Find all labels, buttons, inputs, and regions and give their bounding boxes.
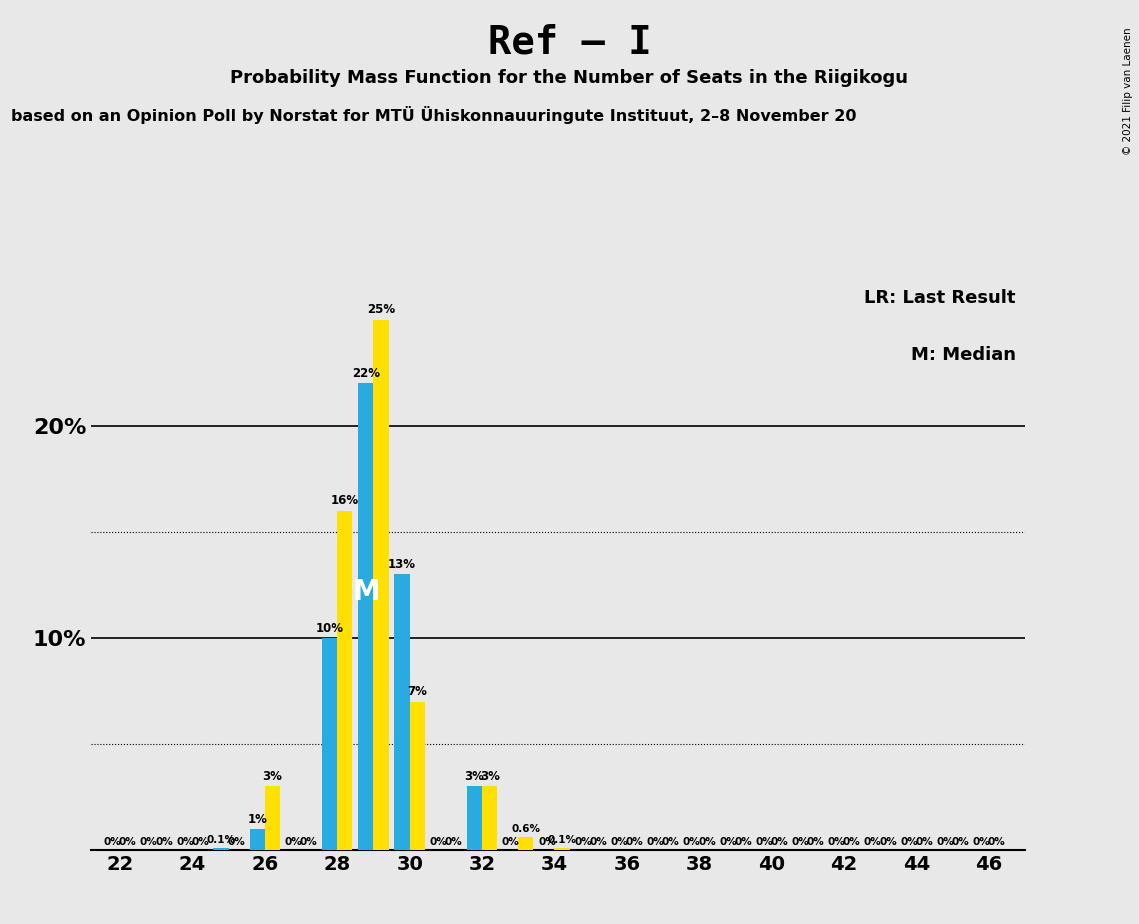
Text: 0%: 0% [879,837,896,847]
Text: 0%: 0% [140,837,157,847]
Text: 25%: 25% [367,303,395,316]
Text: 0%: 0% [988,837,1006,847]
Text: 0%: 0% [792,837,809,847]
Text: 0%: 0% [916,837,933,847]
Text: 3%: 3% [263,771,282,784]
Text: 0%: 0% [285,837,302,847]
Text: 0%: 0% [228,837,245,847]
Bar [337,511,352,850]
Text: 0%: 0% [611,837,629,847]
Bar [555,848,570,850]
Text: 0.1%: 0.1% [206,834,236,845]
Text: 0%: 0% [719,837,737,847]
Text: 10%: 10% [316,622,344,635]
Text: 16%: 16% [330,494,359,507]
Bar [374,320,388,850]
Text: 0%: 0% [429,837,448,847]
Text: 0%: 0% [538,837,556,847]
Text: 0%: 0% [973,837,990,847]
Bar [322,638,337,850]
Bar [467,786,482,850]
Text: 0%: 0% [502,837,519,847]
Text: 0%: 0% [177,837,194,847]
Text: 0%: 0% [647,837,664,847]
Text: 0%: 0% [155,837,173,847]
Text: Ref – I: Ref – I [487,23,652,61]
Text: 0%: 0% [191,837,208,847]
Text: 0.6%: 0.6% [511,824,540,834]
Text: 0%: 0% [300,837,318,847]
Text: 0%: 0% [828,837,845,847]
Text: 0%: 0% [118,837,137,847]
Text: 0%: 0% [444,837,462,847]
Text: 0%: 0% [843,837,861,847]
Text: M: M [352,578,379,606]
Text: 0%: 0% [770,837,788,847]
Text: 22%: 22% [352,367,380,380]
Text: 3%: 3% [465,771,484,784]
Text: 3%: 3% [480,771,500,784]
Text: 0.1%: 0.1% [548,834,576,845]
Text: LR: Last Result: LR: Last Result [865,288,1016,307]
Text: 1%: 1% [247,813,268,826]
Text: 13%: 13% [388,558,416,571]
Text: 0%: 0% [735,837,752,847]
Text: © 2021 Filip van Laenen: © 2021 Filip van Laenen [1123,28,1133,155]
Text: 0%: 0% [863,837,882,847]
Bar [518,837,533,850]
Bar [394,574,410,850]
Bar [410,701,425,850]
Text: 0%: 0% [104,837,122,847]
Text: 0%: 0% [806,837,825,847]
Text: 0%: 0% [589,837,607,847]
Bar [249,829,265,850]
Text: 0%: 0% [625,837,644,847]
Text: 0%: 0% [900,837,918,847]
Text: 0%: 0% [574,837,592,847]
Bar [482,786,498,850]
Text: 7%: 7% [408,686,427,699]
Text: 0%: 0% [682,837,700,847]
Bar [359,383,374,850]
Text: based on an Opinion Poll by Norstat for MTÜ Ühiskonnauuringute Instituut, 2–8 No: based on an Opinion Poll by Norstat for … [11,106,857,124]
Text: 0%: 0% [698,837,715,847]
Text: M: Median: M: Median [911,346,1016,364]
Text: Probability Mass Function for the Number of Seats in the Riigikogu: Probability Mass Function for the Number… [230,69,909,87]
Text: 0%: 0% [662,837,680,847]
Text: 0%: 0% [936,837,954,847]
Bar [265,786,280,850]
Text: 0%: 0% [755,837,773,847]
Text: 0%: 0% [951,837,969,847]
Bar [213,848,229,850]
